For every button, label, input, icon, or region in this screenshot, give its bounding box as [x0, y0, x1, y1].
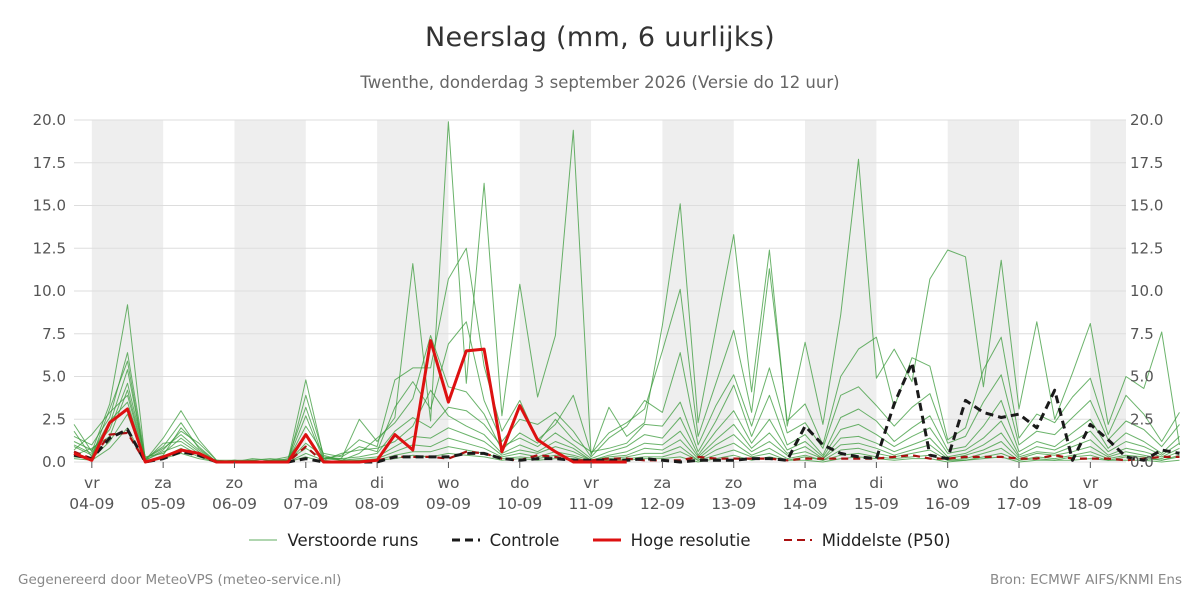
legend-swatch-control: [451, 538, 480, 542]
x-tick-day-3: ma: [293, 474, 318, 492]
x-tick-day-0: vr: [84, 474, 100, 492]
y-tick-left-1: 2.5: [42, 410, 66, 428]
y-tick-right-3: 7.5: [1130, 325, 1154, 343]
x-tick-date-10: 14-09: [783, 495, 828, 513]
y-axis-ticks: 0.0 0.0 2.5 2.5 5.0 5.0 7.5 7.5 10.0 10.0 12.5 12.5…: [33, 111, 1164, 471]
x-tick-day-8: za: [654, 474, 672, 492]
y-tick-left-5: 12.5: [33, 239, 66, 257]
x-tick-date-6: 10-09: [497, 495, 542, 513]
y-tick-right-1: 2.5: [1130, 410, 1154, 428]
x-tick-day-2: zo: [226, 474, 244, 492]
x-tick-date-3: 07-09: [283, 495, 328, 513]
chart-subtitle: Twenthe, donderdag 3 september 2026 (Ver…: [360, 73, 840, 92]
x-tick-day-12: wo: [937, 474, 959, 492]
x-tick-day-9: zo: [725, 474, 743, 492]
y-tick-right-4: 10.0: [1130, 282, 1163, 300]
x-tick-date-12: 16-09: [925, 495, 970, 513]
x-tick-day-14: vr: [1083, 474, 1099, 492]
y-tick-right-8: 20.0: [1130, 111, 1163, 129]
legend-label-hires: Hoge resolutie: [630, 530, 751, 550]
precipitation-chart: 0.0 0.0 2.5 2.5 5.0 5.0 7.5 7.5 10.0 10.0 12.5 12.5…: [33, 111, 1180, 513]
footer-generated-by: Gegenereerd door MeteoVPS (meteo-service…: [18, 572, 342, 588]
legend-label-ensemble: Verstoorde runs: [287, 530, 419, 550]
y-tick-left-8: 20.0: [33, 111, 66, 129]
x-tick-date-0: 04-09: [69, 495, 114, 513]
x-tick-date-7: 11-09: [569, 495, 614, 513]
series-ensemble-0: [73, 121, 1180, 463]
x-tick-date-9: 13-09: [711, 495, 756, 513]
legend-item-control: Controle: [451, 530, 560, 550]
y-tick-left-2: 5.0: [42, 368, 66, 386]
legend: Verstoorde runs Controle Hoge resolutie …: [0, 530, 1200, 550]
legend-swatch-ensemble: [249, 539, 278, 541]
y-tick-left-4: 10.0: [33, 282, 66, 300]
legend-item-median: Middelste (P50): [783, 530, 951, 550]
legend-swatch-hires: [592, 538, 621, 542]
chart-title: Neerslag (mm, 6 uurlijks): [425, 22, 775, 53]
footer-source: Bron: ECMWF AIFS/KNMI Ens: [989, 572, 1182, 588]
x-tick-date-1: 05-09: [141, 495, 186, 513]
x-tick-day-5: wo: [437, 474, 459, 492]
series-ensemble-2: [73, 321, 1180, 461]
x-tick-date-8: 12-09: [640, 495, 685, 513]
series-hoge-resolutie: [73, 339, 627, 464]
y-tick-left-6: 15.0: [33, 197, 66, 215]
x-tick-day-13: do: [1009, 474, 1028, 492]
x-tick-day-11: di: [869, 474, 883, 492]
y-tick-right-2: 5.0: [1130, 368, 1154, 386]
x-tick-day-4: di: [370, 474, 384, 492]
series-controle: [73, 361, 1180, 464]
x-tick-day-6: do: [510, 474, 529, 492]
legend-label-median: Middelste (P50): [821, 530, 951, 550]
x-tick-date-4: 08-09: [355, 495, 400, 513]
x-tick-date-2: 06-09: [212, 495, 257, 513]
x-tick-day-1: za: [154, 474, 172, 492]
legend-item-hires: Hoge resolutie: [592, 530, 751, 550]
x-tick-date-13: 17-09: [996, 495, 1041, 513]
y-tick-left-7: 17.5: [33, 154, 66, 172]
x-tick-date-11: 15-09: [854, 495, 899, 513]
x-tick-day-10: ma: [793, 474, 818, 492]
x-tick-date-14: 18-09: [1068, 495, 1113, 513]
x-tick-day-7: vr: [583, 474, 599, 492]
main-lines: [73, 339, 1180, 464]
y-tick-right-7: 17.5: [1130, 154, 1163, 172]
legend-label-control: Controle: [489, 530, 560, 550]
y-tick-left-0: 0.0: [42, 453, 66, 471]
y-tick-right-6: 15.0: [1130, 197, 1163, 215]
x-axis-ticks: vr 04-09 za 05-09 zo 06-09 ma 07-09 di 08-09 wo 09-…: [69, 462, 1113, 513]
y-tick-left-3: 7.5: [42, 325, 66, 343]
x-tick-date-5: 09-09: [426, 495, 471, 513]
legend-swatch-median: [783, 539, 812, 541]
legend-item-ensemble: Verstoorde runs: [249, 531, 418, 550]
y-tick-right-5: 12.5: [1130, 239, 1163, 257]
y-tick-right-0: 0.0: [1130, 453, 1154, 471]
